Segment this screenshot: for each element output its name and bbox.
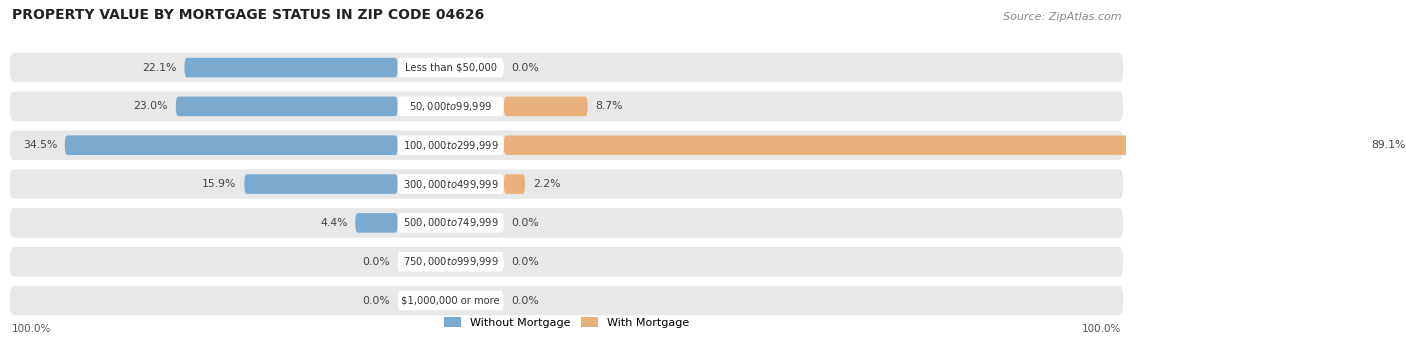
Text: PROPERTY VALUE BY MORTGAGE STATUS IN ZIP CODE 04626: PROPERTY VALUE BY MORTGAGE STATUS IN ZIP… (11, 8, 484, 22)
Text: 2.2%: 2.2% (533, 179, 560, 189)
FancyBboxPatch shape (398, 135, 503, 155)
Text: $100,000 to $299,999: $100,000 to $299,999 (404, 139, 499, 152)
FancyBboxPatch shape (245, 174, 398, 194)
FancyBboxPatch shape (398, 213, 503, 233)
FancyBboxPatch shape (10, 131, 1123, 160)
FancyBboxPatch shape (184, 58, 398, 77)
FancyBboxPatch shape (503, 135, 1364, 155)
Text: 0.0%: 0.0% (363, 296, 389, 306)
Text: 0.0%: 0.0% (363, 257, 389, 267)
FancyBboxPatch shape (503, 97, 588, 116)
Text: 100.0%: 100.0% (1081, 324, 1121, 333)
FancyBboxPatch shape (398, 291, 503, 310)
FancyBboxPatch shape (10, 92, 1123, 121)
Text: 0.0%: 0.0% (512, 218, 540, 228)
FancyBboxPatch shape (65, 135, 398, 155)
Text: $500,000 to $749,999: $500,000 to $749,999 (402, 217, 499, 229)
Text: 89.1%: 89.1% (1371, 140, 1406, 150)
FancyBboxPatch shape (10, 208, 1123, 238)
FancyBboxPatch shape (10, 53, 1123, 82)
FancyBboxPatch shape (398, 97, 503, 116)
Text: 23.0%: 23.0% (134, 101, 169, 112)
Text: 22.1%: 22.1% (142, 62, 177, 73)
Text: $750,000 to $999,999: $750,000 to $999,999 (402, 255, 499, 268)
Text: Source: ZipAtlas.com: Source: ZipAtlas.com (1002, 12, 1121, 22)
Text: 100.0%: 100.0% (11, 324, 51, 333)
Text: 8.7%: 8.7% (596, 101, 623, 112)
FancyBboxPatch shape (176, 97, 398, 116)
Legend: Without Mortgage, With Mortgage: Without Mortgage, With Mortgage (440, 313, 693, 332)
FancyBboxPatch shape (10, 247, 1123, 277)
Text: 15.9%: 15.9% (202, 179, 236, 189)
Text: 0.0%: 0.0% (512, 257, 540, 267)
Text: Less than $50,000: Less than $50,000 (405, 62, 496, 73)
Text: 0.0%: 0.0% (512, 296, 540, 306)
Text: 4.4%: 4.4% (321, 218, 347, 228)
Text: $1,000,000 or more: $1,000,000 or more (402, 296, 501, 306)
FancyBboxPatch shape (10, 286, 1123, 315)
FancyBboxPatch shape (398, 58, 503, 77)
FancyBboxPatch shape (10, 169, 1123, 199)
FancyBboxPatch shape (398, 252, 503, 271)
Text: $300,000 to $499,999: $300,000 to $499,999 (402, 178, 499, 191)
FancyBboxPatch shape (356, 213, 398, 233)
FancyBboxPatch shape (398, 174, 503, 194)
Text: 34.5%: 34.5% (22, 140, 58, 150)
Text: 0.0%: 0.0% (512, 62, 540, 73)
Text: $50,000 to $99,999: $50,000 to $99,999 (409, 100, 492, 113)
FancyBboxPatch shape (503, 174, 524, 194)
